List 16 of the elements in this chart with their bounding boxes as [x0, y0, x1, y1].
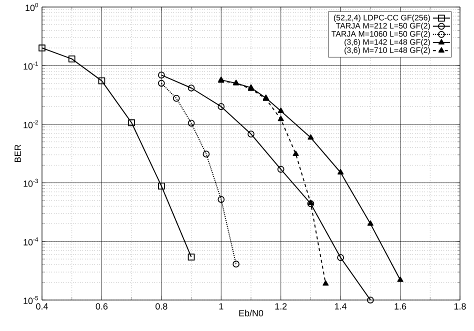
y-tick-label: 10$^{-1}$: [24, 62, 38, 70]
y-tick-label: 10$^{-5}$: [24, 296, 38, 304]
x-tick-label: 0.8: [156, 303, 168, 310]
y-axis-title: BER: [14, 144, 21, 162]
x-tick-label: 1.6: [394, 303, 406, 310]
y-tick-label: 10$^{-2}$: [24, 120, 38, 128]
x-axis-title: Eb/N0: [239, 310, 264, 316]
x-tick-label: 1: [219, 303, 224, 310]
y-tick-label: 10$^{-4}$: [24, 237, 38, 246]
x-tick-label: 1.2: [275, 303, 287, 310]
y-tick-label: 10$^{-3}$: [24, 178, 38, 187]
y-tick-label: 10$^{0}$: [26, 2, 38, 12]
x-tick-label: 1.4: [335, 303, 347, 310]
x-tick-label: 0.6: [96, 303, 108, 310]
x-tick-label: 1.8: [454, 303, 466, 310]
x-tick-label: 0.4: [36, 303, 48, 310]
